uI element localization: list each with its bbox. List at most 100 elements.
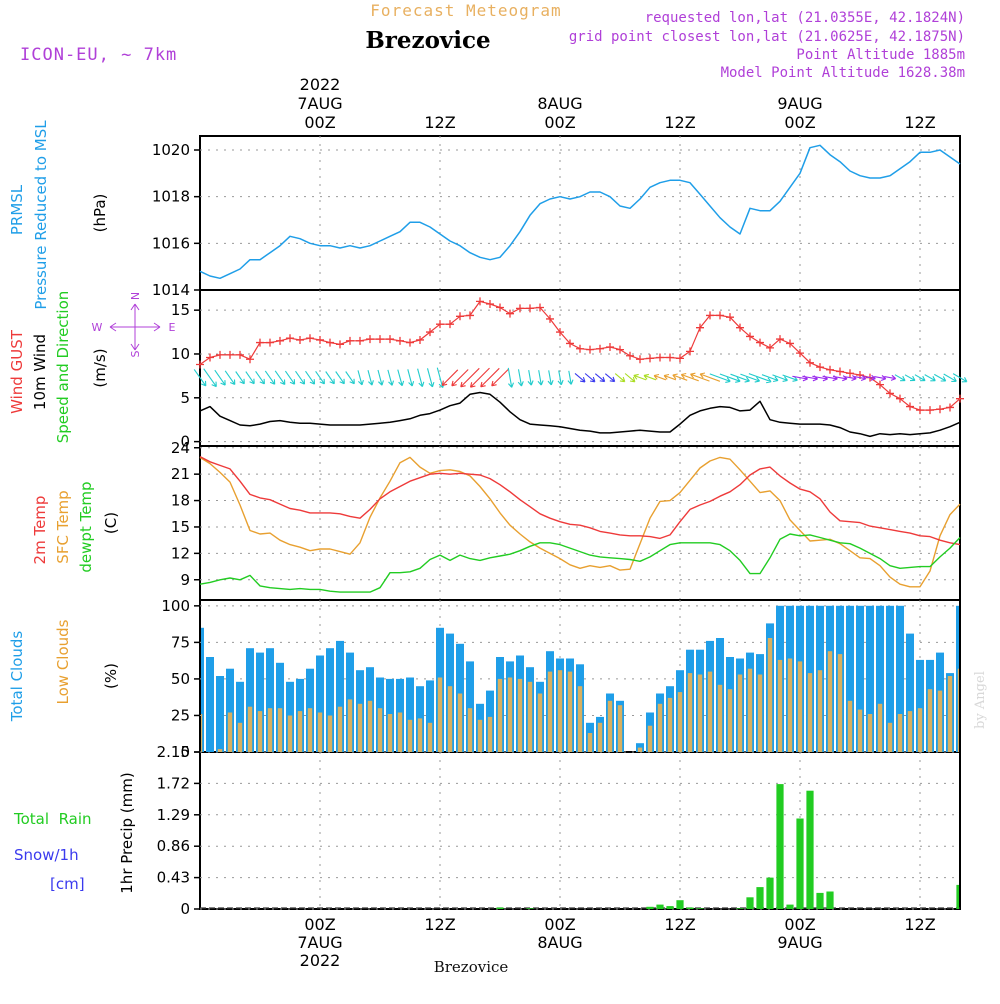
gust-marker: [276, 336, 284, 345]
low-cloud-bar: [717, 684, 723, 752]
gust-marker: [896, 394, 904, 403]
rain-bar: [756, 887, 764, 909]
wind-direction-arrow: [782, 374, 798, 382]
low-cloud-bar: [847, 700, 853, 752]
low-cloud-bar: [257, 711, 263, 752]
wind-direction-arrow: [235, 371, 245, 385]
wind-direction-arrow: [203, 368, 217, 388]
wind-direction-arrow: [761, 374, 779, 383]
watermark: by Angel: [973, 671, 988, 729]
gust-marker: [326, 338, 334, 347]
gust-marker: [486, 300, 494, 309]
total-cloud-bar: [896, 605, 904, 752]
wind-direction-arrow: [633, 373, 647, 381]
rain-bar: [676, 900, 684, 909]
wind-direction-arrow: [624, 373, 636, 383]
low-cloud-bar: [317, 712, 323, 752]
wind-direction-arrow: [719, 373, 741, 383]
total-cloud-bar: [906, 633, 914, 752]
low-cloud-bar: [327, 715, 333, 752]
low-cloud-bar: [677, 692, 683, 752]
gust-marker: [936, 405, 944, 414]
wind-direction-arrow: [335, 371, 345, 385]
wind-direction-arrow: [345, 371, 355, 385]
low-cloud-bar: [867, 714, 873, 752]
gust-marker: [446, 320, 454, 329]
gust-marker: [836, 367, 844, 376]
wind-direction-arrow: [305, 370, 316, 385]
wind-direction-arrow: [325, 371, 335, 385]
wind-direction-arrow: [643, 373, 657, 381]
gust-marker: [796, 349, 804, 358]
wind-direction-arrow: [284, 370, 296, 385]
wind-direction-arrow: [480, 367, 500, 388]
wind-direction-arrow: [567, 370, 574, 385]
wind-frame: [199, 289, 961, 447]
low-cloud-bar: [957, 668, 959, 752]
wind-direction-arrow: [214, 369, 226, 386]
low-cloud-bar: [807, 673, 813, 752]
gust-marker: [396, 336, 404, 345]
low-cloud-bar: [427, 722, 433, 752]
precip-ytick-label: 1.72: [157, 774, 190, 792]
low-cloud-bar: [377, 708, 383, 752]
gust-marker: [686, 347, 694, 356]
wind-direction-arrow: [914, 374, 926, 382]
wind-direction-arrow: [451, 369, 469, 387]
snow-label: Snow/1h: [14, 846, 79, 864]
low-cloud-bar: [947, 676, 953, 752]
wind-direction-arrow: [680, 372, 699, 382]
top-time-label: 00Z: [304, 113, 335, 132]
panels: 1014101610181020051015912151821240255075…: [8, 75, 968, 970]
wind-ytick-label: 0: [180, 433, 190, 451]
gust-marker: [196, 360, 204, 369]
gust-marker: [696, 323, 704, 332]
compass-s: S: [129, 350, 142, 357]
wind-direction-arrow: [854, 374, 867, 382]
gust-marker: [606, 342, 614, 351]
compass-e: E: [169, 321, 176, 334]
pressure-unit: (hPa): [91, 194, 109, 233]
precip-frame: [199, 751, 961, 910]
bottom-time-label: 8AUG: [537, 933, 582, 952]
pressure-ytick-label: 1018: [152, 188, 190, 206]
wind-direction-arrow: [943, 373, 957, 382]
precip-unit: 1hr Precip (mm): [118, 772, 136, 893]
gust-marker: [726, 313, 734, 322]
wind-direction-arrow: [315, 370, 325, 385]
dewpoint-label: dewpt Temp: [77, 481, 95, 572]
gust-marker: [356, 336, 364, 345]
wind-direction-arrow: [663, 373, 677, 381]
total-cloud-bar: [916, 659, 924, 752]
gust-marker: [706, 311, 714, 320]
low-cloud-bar: [217, 749, 223, 752]
low-cloud-bar: [477, 719, 483, 752]
bottom-time-label: 9AUG: [777, 933, 822, 952]
low-cloud-bar: [907, 711, 913, 752]
bottom-time-label: 00Z: [784, 915, 815, 934]
product-title: Forecast Meteogram: [370, 1, 561, 20]
gust-marker: [746, 332, 754, 341]
low-cloud-bar: [537, 693, 543, 752]
rain-bar: [806, 790, 814, 909]
wind-direction-arrow: [584, 373, 596, 383]
wind-direction-arrow: [441, 369, 459, 387]
model-altitude: Model Point Altitude 1628.38m: [721, 65, 965, 81]
precip-ytick-label: 0.43: [157, 869, 190, 887]
wind-direction-arrow: [884, 374, 897, 381]
rain-bar: [826, 891, 834, 909]
rain-bar: [766, 877, 774, 909]
low-cloud-bar: [267, 708, 273, 752]
rain-bar: [686, 907, 694, 909]
low-cloud-bar: [597, 722, 603, 752]
wind-direction-arrow: [864, 374, 876, 381]
low-cloud-bar: [227, 712, 233, 752]
wind-direction-arrow: [699, 372, 721, 382]
low-cloud-bar: [927, 689, 933, 752]
gust-marker: [426, 328, 434, 337]
gust-marker: [226, 350, 234, 359]
gust-marker: [716, 311, 724, 320]
total-cloud-bar: [956, 605, 959, 752]
wind-direction-arrow: [653, 373, 667, 381]
